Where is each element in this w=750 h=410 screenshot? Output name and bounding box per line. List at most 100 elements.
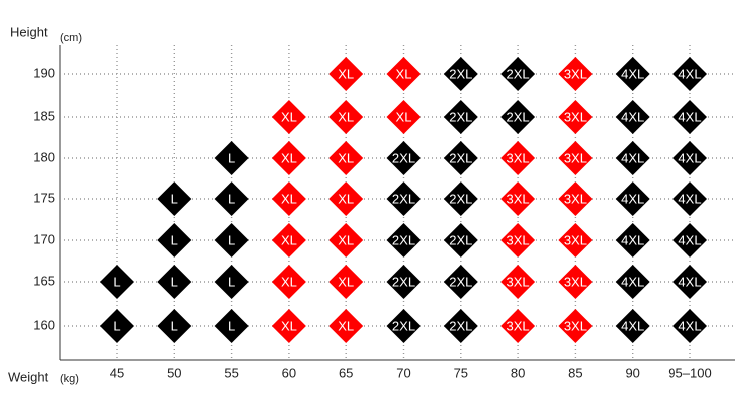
x-tick-label: 45 [110,365,124,380]
size-diamond [501,223,536,257]
size-diamond [673,309,707,343]
size-diamond [558,265,593,299]
size-label: XL [396,66,412,81]
size-label: XL [281,150,297,165]
size-diamond [615,223,650,257]
size-diamond [214,309,249,343]
size-label: L [113,318,120,333]
size-diamond [673,57,707,91]
size-diamond [214,141,249,175]
size-diamond [329,223,364,257]
size-diamond [271,309,306,343]
size-diamond [443,100,478,134]
x-tick-label: 60 [282,365,296,380]
x-tick-label: 50 [167,365,181,380]
size-diamond [501,141,536,175]
size-diamond [501,309,536,343]
size-diamond [673,223,707,257]
size-diamond [673,182,707,216]
size-diamond [386,57,421,91]
y-tick-label: 165 [33,273,55,288]
x-tick-label: 55 [224,365,238,380]
size-diamond [329,309,364,343]
size-label: 2XL [392,274,415,289]
size-label: L [171,318,178,333]
size-label: 4XL [678,274,701,289]
size-label: L [113,274,120,289]
y-tick-label: 185 [33,108,55,123]
size-label: 2XL [507,66,530,81]
x-axis-label: Weight [8,369,49,384]
size-diamond [329,57,364,91]
size-label: 2XL [449,66,472,81]
size-diamond [615,100,650,134]
size-label: XL [338,191,354,206]
size-diamond [271,265,306,299]
size-diamond [386,223,421,257]
size-diamond [271,182,306,216]
size-diamond [271,141,306,175]
size-label: XL [338,66,354,81]
size-label: XL [338,109,354,124]
size-label: L [171,274,178,289]
size-label: 4XL [678,232,701,247]
size-diamond [214,265,249,299]
y-tick-label: 170 [33,231,55,246]
size-diamond [443,57,478,91]
size-label: 2XL [449,150,472,165]
y-tick-label: 160 [33,317,55,332]
size-label: 3XL [564,318,587,333]
size-diamond [501,265,536,299]
size-diamond [157,223,192,257]
size-diamond [615,57,650,91]
size-diamond [615,182,650,216]
size-diamond [558,141,593,175]
y-tick-label: 190 [33,65,55,80]
size-diamond [615,265,650,299]
size-label: L [228,274,235,289]
size-label: 3XL [564,66,587,81]
size-diamond [673,141,707,175]
size-label: 4XL [621,150,644,165]
x-tick-label: 70 [396,365,410,380]
size-diamond [157,182,192,216]
size-label: L [228,232,235,247]
size-diamond [443,182,478,216]
size-diamond [329,265,364,299]
size-label: 3XL [564,232,587,247]
size-label: 2XL [449,191,472,206]
size-label: XL [338,318,354,333]
size-label: 4XL [678,109,701,124]
size-diamond [386,309,421,343]
size-label: 4XL [678,66,701,81]
size-label: 3XL [507,232,530,247]
size-diamond [673,100,707,134]
size-label: 4XL [678,318,701,333]
size-diamond [329,141,364,175]
y-tick-label: 180 [33,149,55,164]
size-label: 3XL [507,274,530,289]
size-label: 2XL [507,109,530,124]
size-label: 4XL [621,66,644,81]
size-label: 3XL [507,318,530,333]
size-label: 4XL [621,232,644,247]
size-label: XL [396,109,412,124]
size-diamond [100,309,134,343]
size-diamond [386,141,421,175]
size-label: 2XL [392,191,415,206]
size-label: 3XL [564,274,587,289]
size-label: XL [281,318,297,333]
size-label: 3XL [507,150,530,165]
x-tick-label: 85 [568,365,582,380]
size-label: 4XL [678,191,701,206]
size-diamond [558,223,593,257]
size-label: 2XL [392,318,415,333]
size-label: 2XL [449,109,472,124]
size-label: 4XL [621,274,644,289]
size-diamond [443,309,478,343]
size-diamond [157,309,192,343]
size-diamond [558,309,593,343]
size-label: XL [281,191,297,206]
size-label: XL [281,274,297,289]
